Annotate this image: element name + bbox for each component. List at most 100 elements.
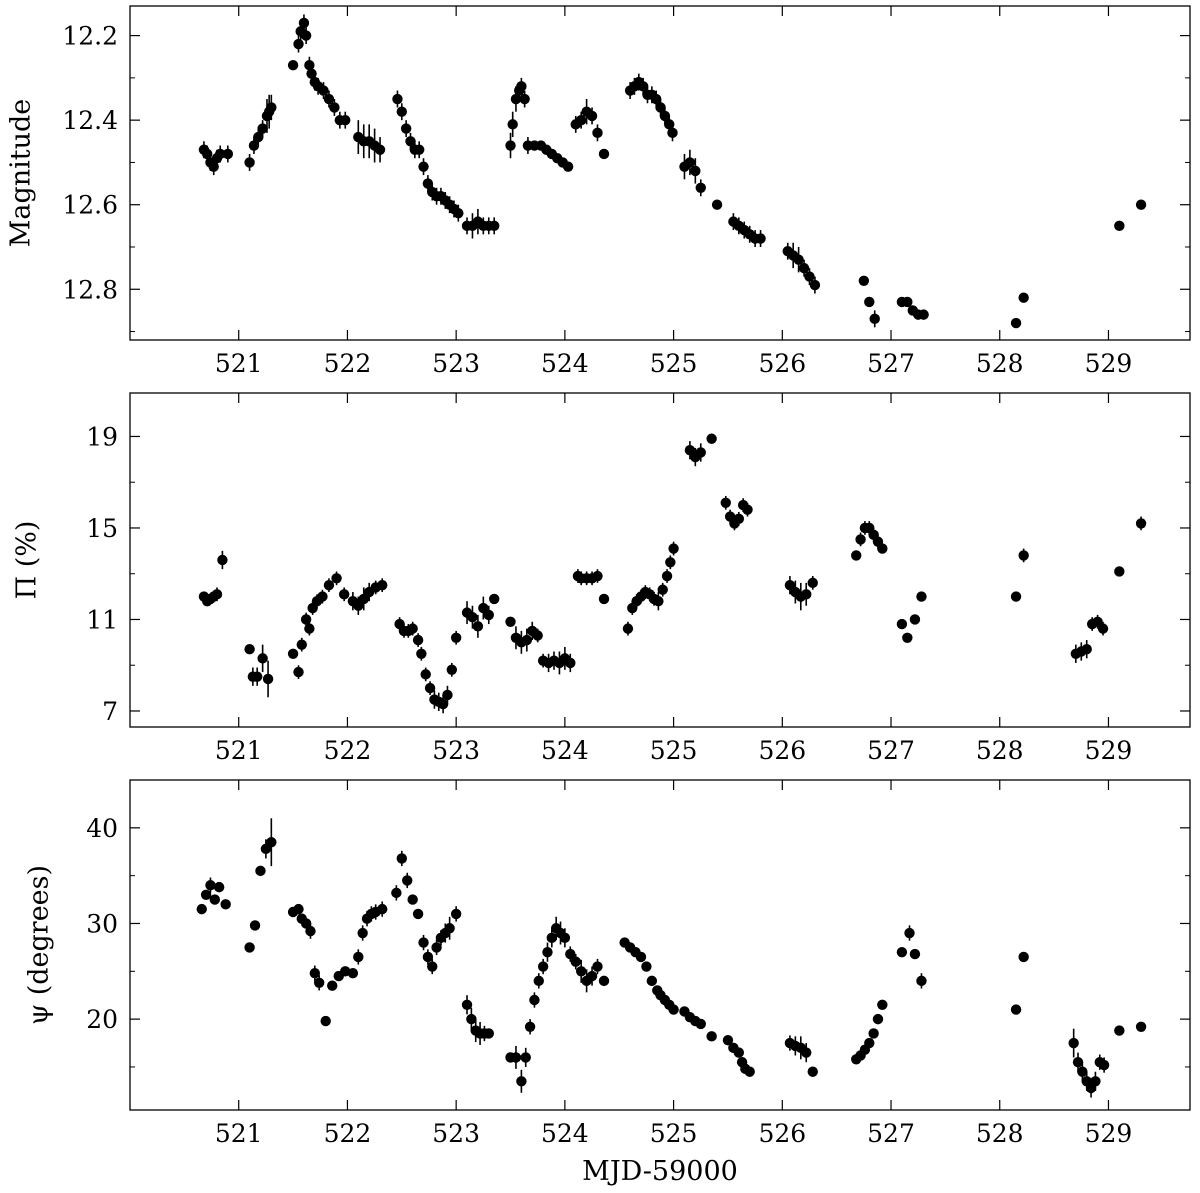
marker — [586, 110, 598, 122]
marker — [661, 570, 673, 582]
data-point — [420, 667, 431, 682]
y-tick-label: 19 — [86, 422, 118, 451]
data-point — [533, 973, 544, 989]
marker — [872, 1013, 884, 1025]
x-tick-label: 523 — [432, 349, 480, 378]
data-point — [374, 137, 386, 163]
x-tick-label: 524 — [541, 1119, 589, 1148]
marker — [305, 925, 316, 937]
data-point — [524, 1019, 536, 1035]
data-point — [418, 158, 429, 176]
marker — [407, 623, 418, 634]
marker — [427, 961, 438, 972]
marker — [1114, 566, 1125, 577]
data-point — [653, 592, 664, 611]
marker — [516, 1076, 527, 1087]
data-point — [200, 889, 212, 900]
marker — [507, 119, 518, 130]
data-point — [505, 132, 516, 159]
x-tick-label: 527 — [867, 349, 915, 378]
x-tick-label: 527 — [867, 736, 915, 765]
data-point — [801, 582, 812, 606]
marker — [472, 621, 484, 632]
data-point — [896, 946, 908, 958]
marker — [1010, 1004, 1022, 1015]
data-point — [1114, 566, 1125, 577]
marker — [1010, 317, 1022, 329]
marker — [266, 836, 277, 848]
marker — [374, 144, 386, 155]
marker — [262, 673, 274, 685]
x-tick-label: 521 — [215, 1119, 263, 1148]
data-point — [559, 928, 571, 948]
data-point — [877, 543, 888, 554]
marker — [521, 634, 533, 646]
data-point — [1072, 1052, 1084, 1072]
data-point — [537, 958, 549, 975]
data-point — [357, 925, 368, 941]
data-point — [684, 149, 696, 176]
marker — [904, 927, 915, 939]
x-axis-label: MJD-59000 — [582, 1156, 738, 1187]
data-point — [215, 145, 226, 163]
marker — [902, 632, 913, 643]
data-point — [798, 259, 810, 277]
marker — [902, 296, 913, 308]
x-tick-label: 522 — [324, 736, 372, 765]
data-point — [521, 628, 533, 652]
data-point — [1010, 317, 1022, 329]
data-point — [320, 1015, 331, 1027]
data-point — [641, 961, 652, 972]
marker — [313, 977, 325, 988]
marker — [711, 199, 723, 210]
marker — [1018, 550, 1029, 561]
axes-frame — [129, 392, 1191, 728]
data-point — [442, 685, 453, 705]
marker — [304, 623, 315, 634]
marker — [877, 543, 888, 554]
marker — [744, 1066, 755, 1077]
marker — [483, 1028, 494, 1039]
marker — [205, 880, 216, 891]
x-tick-label: 528 — [976, 736, 1024, 765]
marker — [412, 908, 424, 920]
data-point — [211, 587, 223, 602]
marker — [755, 233, 766, 244]
marker — [249, 920, 261, 931]
marker — [798, 262, 810, 274]
data-point — [510, 1045, 522, 1069]
marker — [418, 161, 429, 172]
marker — [592, 961, 603, 972]
data-point — [570, 954, 581, 970]
marker — [196, 903, 207, 915]
data-point — [909, 948, 921, 960]
marker — [598, 975, 610, 987]
marker — [520, 1052, 531, 1063]
data-point — [519, 90, 530, 108]
data-point — [1114, 220, 1125, 232]
marker — [720, 497, 731, 509]
marker — [466, 1013, 477, 1025]
marker — [801, 589, 812, 600]
data-point — [592, 958, 603, 975]
data-point — [706, 433, 717, 444]
marker — [1068, 1037, 1079, 1049]
marker — [537, 961, 549, 972]
marker — [1072, 1056, 1084, 1068]
marker — [546, 932, 558, 944]
data-point — [529, 992, 540, 1008]
marker — [858, 275, 870, 287]
marker — [392, 93, 403, 105]
data-point — [695, 179, 706, 197]
marker — [483, 609, 494, 621]
marker — [400, 123, 412, 134]
marker — [565, 948, 576, 960]
marker — [391, 887, 402, 899]
data-point — [520, 1047, 531, 1067]
data-point — [293, 903, 304, 915]
data-point — [918, 309, 929, 320]
y-axis-label: Magnitude — [6, 99, 37, 248]
marker — [869, 313, 880, 325]
data-point — [331, 571, 342, 586]
data-point — [402, 872, 413, 889]
